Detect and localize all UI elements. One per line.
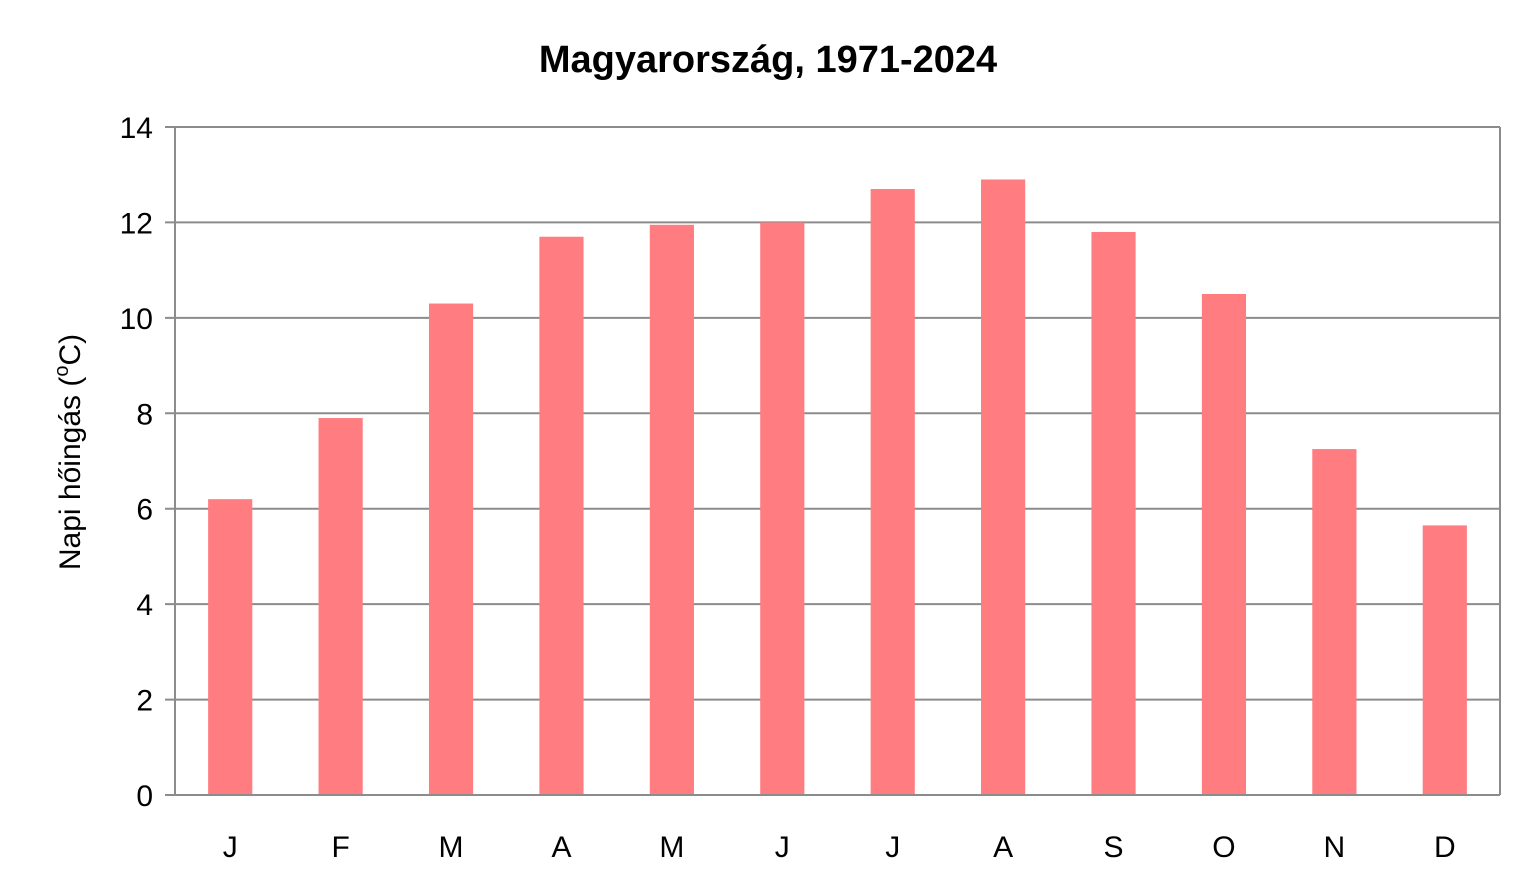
y-axis-label-degree: o [51, 366, 73, 377]
bars [165, 179, 1500, 796]
x-tick-label: O [1212, 831, 1235, 864]
bar-7 [870, 189, 915, 795]
x-tick-label: J [775, 831, 790, 864]
x-tick-label: S [1104, 831, 1124, 864]
x-tick-label: J [885, 831, 900, 864]
bar-2 [318, 418, 363, 795]
y-tick-labels: 0 2 4 6 8 10 12 14 [120, 112, 153, 813]
bar-4 [539, 236, 584, 795]
bar-8 [981, 179, 1026, 795]
y-axis-label: Napi hőingás (oC) [51, 334, 87, 570]
y-tick-label: 8 [136, 398, 153, 431]
bar-9 [1091, 231, 1136, 795]
y-tick-label: 0 [136, 780, 153, 813]
bar-5 [649, 224, 694, 796]
y-tick-label: 14 [120, 112, 153, 145]
y-axis-label-suffix: C) [54, 334, 87, 366]
chart-title: Magyarország, 1971-2024 [539, 39, 997, 81]
bar-12 [1422, 525, 1467, 795]
y-tick-label: 6 [136, 494, 153, 527]
y-tick-label: 12 [120, 207, 153, 240]
x-tick-label: M [439, 831, 464, 864]
y-tick-label: 4 [136, 589, 153, 622]
bar-3 [428, 303, 474, 795]
bar-10 [1201, 294, 1247, 795]
y-axis-label-prefix: Napi hőingás ( [54, 377, 87, 570]
bar-6 [760, 222, 805, 795]
x-tick-label: F [331, 831, 349, 864]
x-tick-label: A [993, 831, 1013, 864]
x-tick-label: A [551, 831, 571, 864]
bar-11 [1312, 449, 1357, 795]
y-tick-label: 2 [136, 685, 153, 718]
gridlines [165, 126, 1501, 796]
x-tick-label: D [1434, 831, 1456, 864]
x-tick-label: J [223, 831, 238, 864]
x-tick-label: M [659, 831, 684, 864]
bar-1 [208, 499, 253, 795]
y-tick-label: 10 [120, 303, 153, 336]
x-tick-label: N [1324, 831, 1346, 864]
